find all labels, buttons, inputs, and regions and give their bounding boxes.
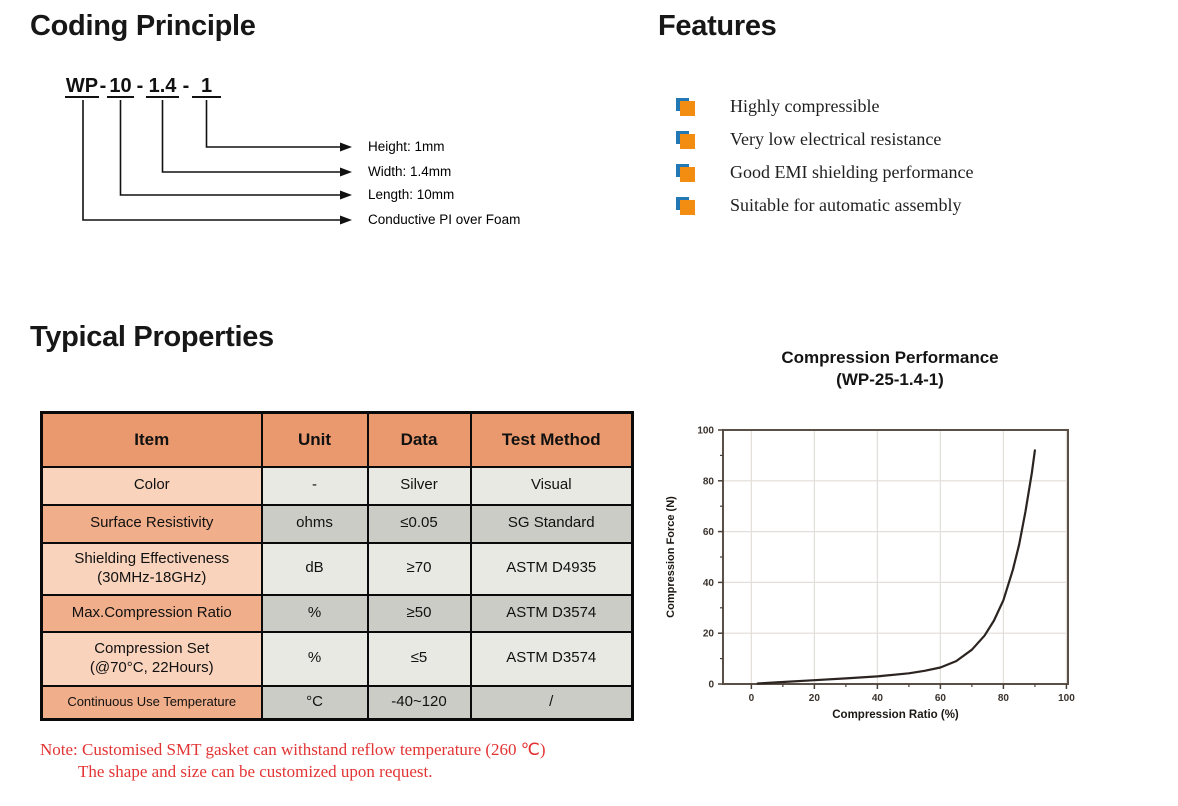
code-part-width: 1.4 — [146, 76, 179, 98]
table-row: Shielding Effectiveness (30MHz-18GHz) dB… — [40, 541, 634, 596]
code-separator: - — [136, 75, 144, 97]
cell-unit: ohms — [260, 503, 369, 544]
cell-unit: dB — [260, 541, 369, 596]
arrow-right-icon — [340, 142, 352, 225]
callout-width: Width: 1.4mm — [368, 164, 452, 179]
cell-item: Max.Compression Ratio — [40, 593, 263, 633]
cell-data: ≤5 — [366, 630, 472, 687]
square-bullet-icon — [676, 130, 696, 150]
note-text: Note: Customised SMT gasket can withstan… — [40, 739, 546, 783]
header-item: Item — [40, 411, 263, 468]
callout-height: Height: 1mm — [368, 139, 445, 154]
cell-item: Surface Resistivity — [40, 503, 263, 544]
cell-method: ASTM D4935 — [469, 541, 634, 596]
cell-method: Visual — [469, 465, 634, 506]
feature-label: Highly compressible — [730, 96, 880, 116]
chart-subtitle: (WP-25-1.4-1) — [836, 370, 944, 389]
callout-length: Length: 10mm — [368, 187, 455, 202]
svg-text:40: 40 — [703, 578, 715, 589]
features-list: Highly compressible Very low electrical … — [676, 90, 973, 222]
code-part-series: WP — [65, 75, 99, 98]
svg-text:80: 80 — [703, 476, 715, 487]
compression-chart: Compression Performance (WP-25-1.4-1) 0 2… — [650, 340, 1130, 760]
compression-chart-plot: 0 20 40 60 80 100 0 20 40 60 80 100 Compression Rati… — [665, 426, 1075, 722]
header-unit: Unit — [260, 411, 369, 468]
svg-text:Compression Ratio (%): Compression Ratio (%) — [832, 709, 959, 721]
cell-unit: % — [260, 593, 369, 633]
cell-method: ASTM D3574 — [469, 593, 634, 633]
list-item: Highly compressible — [676, 90, 973, 123]
svg-text:100: 100 — [697, 426, 714, 437]
cell-item: Compression Set (@70°C, 22Hours) — [40, 630, 263, 687]
svg-text:60: 60 — [703, 527, 715, 538]
list-item: Suitable for automatic assembly — [676, 189, 973, 222]
cell-data: Silver — [366, 465, 472, 506]
svg-text:20: 20 — [703, 629, 715, 640]
code-part-length: 10 — [107, 76, 134, 98]
cell-data: ≥70 — [366, 541, 472, 596]
cell-unit: - — [260, 465, 369, 506]
svg-text:40: 40 — [872, 693, 884, 704]
table-row: Color - Silver Visual — [40, 465, 634, 506]
cell-item: Shielding Effectiveness (30MHz-18GHz) — [40, 541, 263, 596]
svg-text:80: 80 — [998, 693, 1010, 704]
typical-properties-title: Typical Properties — [30, 321, 274, 353]
feature-label: Good EMI shielding performance — [730, 162, 974, 182]
table-header-row: Item Unit Data Test Method — [40, 411, 634, 468]
note-line-2: The shape and size can be customized upo… — [78, 762, 433, 781]
list-item: Very low electrical resistance — [676, 123, 973, 156]
cell-method: / — [469, 684, 634, 721]
svg-text:0: 0 — [749, 693, 755, 704]
svg-text:100: 100 — [1058, 693, 1075, 704]
features-title: Features — [658, 10, 777, 42]
note-line-1: Note: Customised SMT gasket can withstan… — [40, 740, 546, 759]
cell-data: ≥50 — [366, 593, 472, 633]
header-test-method: Test Method — [469, 411, 634, 468]
typical-properties-table: Item Unit Data Test Method Color - Silve… — [40, 411, 634, 721]
cell-item: Continuous Use Temperature — [40, 684, 263, 721]
chart-title: Compression Performance — [781, 348, 999, 367]
svg-text:20: 20 — [809, 693, 821, 704]
square-bullet-icon — [676, 196, 696, 216]
table-row: Max.Compression Ratio % ≥50 ASTM D3574 — [40, 593, 634, 633]
cell-unit: % — [260, 630, 369, 687]
list-item: Good EMI shielding performance — [676, 156, 973, 189]
code-part-height: 1 — [192, 76, 221, 98]
square-bullet-icon — [676, 163, 696, 183]
feature-label: Suitable for automatic assembly — [730, 195, 962, 215]
svg-text:60: 60 — [935, 693, 947, 704]
cell-item: Color — [40, 465, 263, 506]
code-separator: - — [99, 75, 107, 97]
svg-text:0: 0 — [708, 680, 714, 691]
code-separator: - — [182, 75, 190, 97]
square-bullet-icon — [676, 97, 696, 117]
svg-text:Compression Force (N): Compression Force (N) — [665, 496, 677, 618]
feature-label: Very low electrical resistance — [730, 129, 942, 149]
cell-unit: °C — [260, 684, 369, 721]
cell-method: SG Standard — [469, 503, 634, 544]
cell-data: -40~120 — [366, 684, 472, 721]
header-data: Data — [366, 411, 472, 468]
table-row: Surface Resistivity ohms ≤0.05 SG Standa… — [40, 503, 634, 544]
coding-principle-title: Coding Principle — [30, 10, 256, 42]
cell-data: ≤0.05 — [366, 503, 472, 544]
table-row: Continuous Use Temperature °C -40~120 / — [40, 684, 634, 721]
cell-method: ASTM D3574 — [469, 630, 634, 687]
table-row: Compression Set (@70°C, 22Hours) % ≤5 AS… — [40, 630, 634, 687]
callout-material: Conductive PI over Foam — [368, 212, 521, 227]
